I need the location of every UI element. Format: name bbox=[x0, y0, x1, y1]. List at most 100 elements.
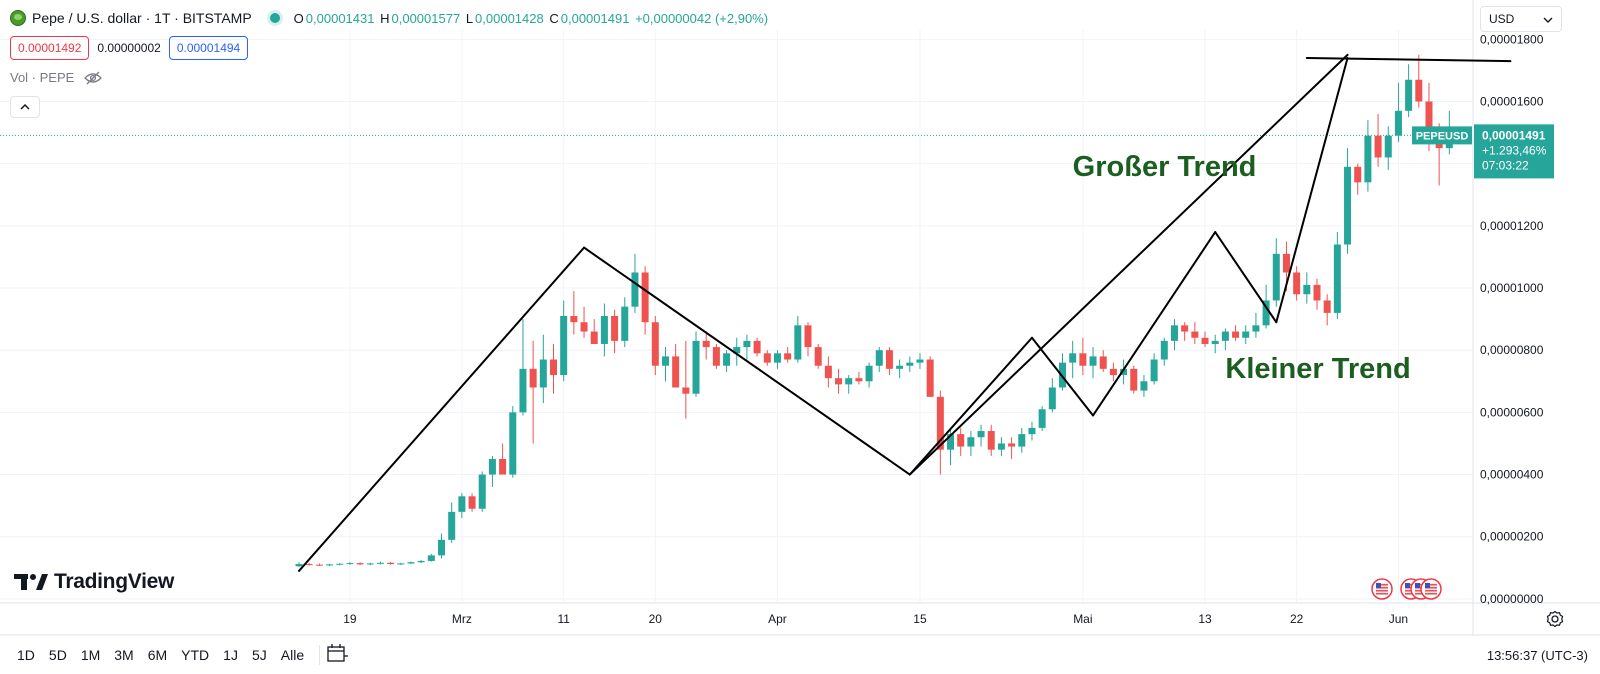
candle-body bbox=[1038, 409, 1046, 428]
candle-body bbox=[1211, 340, 1219, 344]
candle-body bbox=[702, 340, 710, 348]
range-5d-button[interactable]: 5D bbox=[48, 647, 67, 663]
time-tick-label: 15 bbox=[913, 612, 927, 626]
sell-price-button[interactable]: 0.00001492 bbox=[10, 36, 90, 60]
range-buttons: 1D 5D 1M 3M 6M YTD 1J 5J Alle bbox=[10, 641, 311, 669]
volume-label: Vol · PEPE bbox=[10, 70, 75, 85]
trend-drawings[interactable] bbox=[298, 53, 1512, 572]
flag-stripe bbox=[1425, 584, 1437, 586]
trend-annotation-label: Großer Trend bbox=[1073, 151, 1257, 183]
candle-body bbox=[957, 434, 965, 447]
trendline-small-leg-2 bbox=[1030, 336, 1095, 417]
flag-canton bbox=[1425, 583, 1430, 588]
candle-body bbox=[1425, 101, 1433, 142]
range-all-button[interactable]: Alle bbox=[280, 647, 305, 663]
candle-body bbox=[855, 378, 863, 382]
candle-body bbox=[1272, 253, 1280, 301]
time-tick-label: Mai bbox=[1073, 612, 1092, 626]
range-1d-button[interactable]: 1D bbox=[17, 647, 35, 663]
currency-select[interactable]: USD bbox=[1480, 6, 1562, 32]
volume-legend[interactable]: Vol · PEPE bbox=[10, 70, 103, 85]
settings-icon bbox=[1546, 610, 1564, 633]
range-1m-button[interactable]: 1M bbox=[80, 647, 101, 663]
candle-body bbox=[488, 459, 496, 475]
symbol-title[interactable]: Pepe / U.S. dollar · 1T · BITSTAMP bbox=[32, 10, 252, 26]
candle-body bbox=[845, 378, 853, 385]
candle-body bbox=[875, 350, 883, 366]
candle-body bbox=[346, 563, 354, 565]
time-tick-label: Apr bbox=[768, 612, 787, 626]
candle-body bbox=[427, 555, 435, 561]
price-tick-label: 0,00000000 bbox=[1480, 592, 1544, 606]
candle-body bbox=[1099, 356, 1107, 369]
settings-button[interactable] bbox=[1544, 610, 1566, 632]
candle-body bbox=[794, 325, 802, 360]
range-ytd-button[interactable]: YTD bbox=[181, 647, 210, 663]
candle-body bbox=[1069, 353, 1077, 363]
chevron-down-icon bbox=[1543, 12, 1553, 26]
candle-body bbox=[682, 387, 690, 394]
candle-body bbox=[407, 562, 415, 564]
range-1j-button[interactable]: 1J bbox=[223, 647, 238, 663]
candle-body bbox=[712, 347, 720, 366]
flag-stripe bbox=[1415, 584, 1427, 586]
candle-body bbox=[1344, 166, 1352, 245]
range-5j-button[interactable]: 5J bbox=[251, 647, 267, 663]
last-price-badge: PEPEUSD 0,00001491+1.293,46%07:03:22 bbox=[1412, 124, 1554, 179]
range-6m-button[interactable]: 6M bbox=[147, 647, 168, 663]
candle-body bbox=[336, 563, 344, 565]
high-value: 0,00001577 bbox=[391, 10, 461, 26]
tradingview-logo-icon bbox=[14, 574, 48, 590]
candle-body bbox=[580, 322, 588, 332]
buy-price-button[interactable]: 0.00001494 bbox=[168, 36, 249, 60]
candle-body bbox=[641, 272, 649, 323]
candle-body bbox=[529, 368, 537, 388]
candle-body bbox=[835, 378, 843, 385]
candle-body bbox=[448, 511, 456, 540]
candle-body bbox=[1282, 253, 1290, 273]
candle-body bbox=[926, 359, 934, 397]
candle-body bbox=[1384, 135, 1392, 158]
candlestick-series bbox=[295, 54, 1453, 568]
event-flags[interactable] bbox=[1371, 578, 1442, 600]
candle-body bbox=[590, 331, 598, 344]
candle-body bbox=[376, 562, 384, 564]
flag-stripe bbox=[1376, 587, 1388, 589]
candle-body bbox=[1394, 110, 1402, 136]
price-tick-label: 0,00001800 bbox=[1480, 32, 1544, 46]
range-3m-button[interactable]: 3M bbox=[114, 647, 134, 663]
time-tick-label: 20 bbox=[649, 612, 663, 626]
candle-body bbox=[295, 564, 303, 567]
candle-body bbox=[1313, 284, 1321, 301]
candle-body bbox=[1435, 141, 1443, 149]
candle-body bbox=[723, 353, 731, 366]
candle-body bbox=[1018, 434, 1026, 447]
candle-body bbox=[692, 340, 700, 394]
candle-body bbox=[366, 563, 374, 565]
flag-canton bbox=[1376, 583, 1381, 588]
flag-stripe bbox=[1376, 584, 1388, 586]
candle-body bbox=[315, 564, 323, 566]
collapse-legend-button[interactable] bbox=[10, 96, 40, 118]
price-tick-label: 0,00001200 bbox=[1480, 219, 1544, 233]
time-tick-label: 13 bbox=[1198, 612, 1212, 626]
candle-body bbox=[814, 347, 822, 366]
price-badge-change: +1.293,46% bbox=[1482, 143, 1547, 157]
price-badge-price: 0,00001491 bbox=[1482, 128, 1546, 142]
price-tick-label: 0,00001000 bbox=[1480, 281, 1544, 295]
pepe-logo-icon[interactable] bbox=[10, 10, 26, 26]
price-badge-countdown: 07:03:22 bbox=[1482, 158, 1529, 172]
low-value: 0,00001428 bbox=[475, 10, 544, 26]
candle-body bbox=[763, 353, 771, 363]
calendar-range-icon[interactable] bbox=[326, 643, 349, 668]
tradingview-logo[interactable]: TradingView bbox=[14, 570, 174, 594]
candle-body bbox=[539, 359, 547, 388]
eye-off-icon[interactable] bbox=[84, 71, 103, 85]
candle-body bbox=[743, 340, 751, 348]
clock-timezone[interactable]: 13:56:37 (UTC-3) bbox=[1486, 647, 1588, 663]
price-axis[interactable]: 0,00000000 0,00000200 0,00000400 0,00000600… bbox=[1480, 32, 1544, 606]
bottom-toolbar: 1D 5D 1M 3M 6M YTD 1J 5J Alle 13:56:37 (… bbox=[0, 636, 1600, 674]
candle-body bbox=[509, 412, 517, 475]
time-axis[interactable]: 19 Mrz 11 20 Apr 15 Mai 13 22 Jun bbox=[343, 612, 1408, 626]
